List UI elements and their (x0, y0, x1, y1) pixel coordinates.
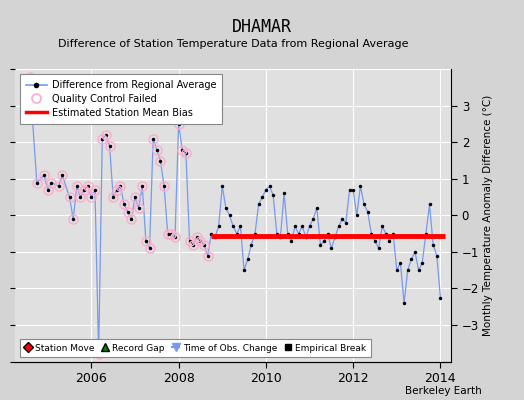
Title: Difference of Station Temperature Data from Regional Average: Difference of Station Temperature Data f… (58, 39, 408, 49)
Legend: Station Move, Record Gap, Time of Obs. Change, Empirical Break: Station Move, Record Gap, Time of Obs. C… (19, 339, 371, 357)
Y-axis label: Monthly Temperature Anomaly Difference (°C): Monthly Temperature Anomaly Difference (… (483, 95, 493, 336)
Text: DHAMAR: DHAMAR (232, 18, 292, 36)
Text: Berkeley Earth: Berkeley Earth (406, 386, 482, 396)
